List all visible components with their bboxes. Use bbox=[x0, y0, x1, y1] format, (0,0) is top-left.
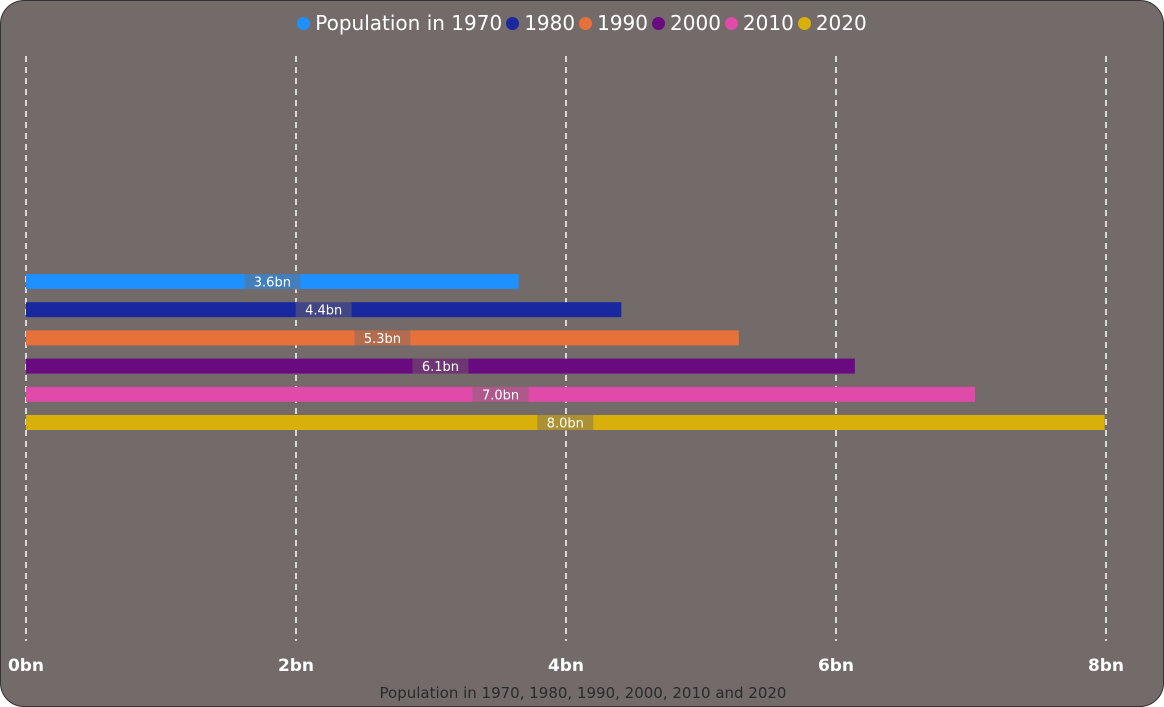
data-label: 7.0bn bbox=[482, 388, 519, 403]
legend-marker bbox=[652, 16, 666, 30]
data-label-background bbox=[354, 329, 411, 347]
data-label-background bbox=[537, 414, 594, 431]
legend-marker bbox=[797, 16, 811, 30]
bar-0[interactable] bbox=[26, 274, 519, 289]
legend-item-2[interactable]: 1990 bbox=[579, 11, 648, 35]
legend: Population in 1970 1980 1990 2000 2010 2020 bbox=[1, 11, 1163, 35]
data-label: 8.0bn bbox=[547, 417, 584, 432]
legend-label: 1980 bbox=[524, 11, 576, 35]
bars: 3.6bn 4.4bn 5.3bn 6.1bn 7.0bn 8.0bn bbox=[26, 273, 1105, 432]
bar-2[interactable] bbox=[26, 330, 739, 346]
legend-label: 2010 bbox=[742, 11, 794, 35]
legend-item-1[interactable]: 1980 bbox=[506, 11, 575, 35]
data-label-background bbox=[295, 301, 352, 319]
data-label: 6.1bn bbox=[422, 360, 459, 375]
data-label: 4.4bn bbox=[305, 304, 342, 319]
legend-label: 2020 bbox=[815, 11, 867, 35]
legend-label: 1990 bbox=[597, 11, 649, 35]
bar-3[interactable] bbox=[26, 358, 855, 374]
legend-label: Population in 1970 bbox=[315, 11, 503, 35]
data-label-background bbox=[244, 273, 301, 290]
legend-item-3[interactable]: 2000 bbox=[652, 11, 721, 35]
legend-marker bbox=[579, 16, 593, 30]
legend-marker bbox=[297, 16, 311, 30]
data-label-background bbox=[472, 385, 529, 403]
bar-1[interactable] bbox=[26, 302, 622, 318]
bar-4[interactable] bbox=[26, 386, 976, 402]
x-tick-label: 2bn bbox=[278, 656, 314, 676]
x-axis-title: Population in 1970, 1980, 1990, 2000, 20… bbox=[380, 684, 787, 702]
legend-label: 2000 bbox=[670, 11, 721, 35]
legend-marker bbox=[506, 16, 520, 30]
data-label-background bbox=[412, 357, 469, 375]
data-label: 3.6bn bbox=[254, 276, 291, 291]
legend-item-5[interactable]: 2020 bbox=[797, 11, 867, 35]
data-label: 5.3bn bbox=[364, 332, 401, 347]
x-tick-label: 4bn bbox=[548, 656, 584, 676]
x-axis-ticks: 0bn 2bn 4bn 6bn 8bn bbox=[8, 656, 1124, 676]
x-tick-label: 8bn bbox=[1088, 656, 1124, 676]
grid-lines bbox=[25, 56, 1107, 641]
x-tick-label: 6bn bbox=[818, 656, 854, 676]
legend-item-4[interactable]: 2010 bbox=[724, 11, 794, 35]
bar-5[interactable] bbox=[26, 415, 1105, 430]
legend-item-0[interactable]: Population in 1970 bbox=[297, 11, 502, 35]
legend-marker bbox=[724, 16, 738, 30]
x-tick-label: 0bn bbox=[8, 656, 44, 676]
